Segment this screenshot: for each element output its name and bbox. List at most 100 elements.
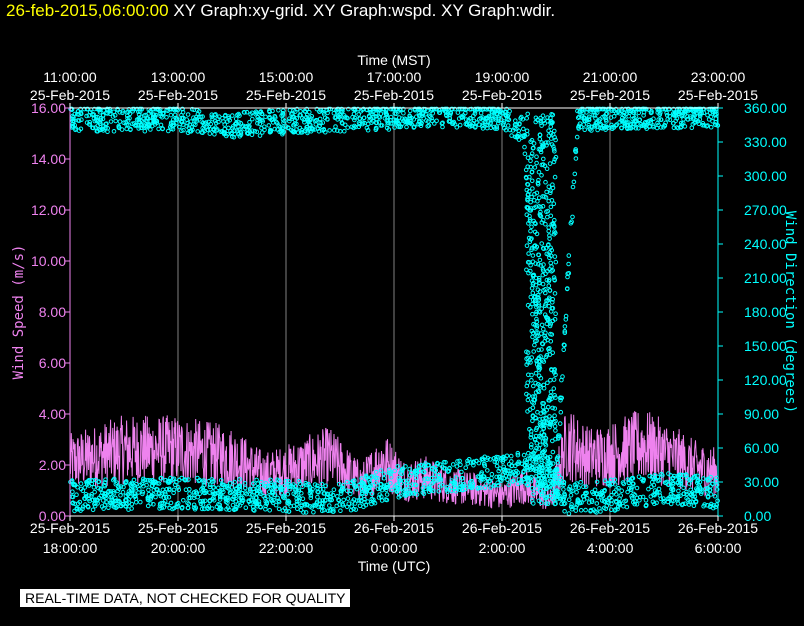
wdir-point [511, 478, 516, 484]
wdir-point [111, 129, 117, 134]
wdir-point [640, 494, 646, 500]
wdir-point [682, 501, 688, 507]
wdir-point [136, 117, 142, 123]
wdir-point [562, 328, 568, 334]
wdir-point [531, 349, 537, 354]
wdir-point [531, 321, 536, 327]
wdir-point [527, 407, 533, 412]
wdir-point [209, 506, 215, 511]
wdir-point [570, 184, 576, 190]
wdir-point [450, 462, 456, 467]
wdir-point [478, 485, 483, 491]
wdir-point [528, 228, 533, 234]
wdir-point [631, 481, 636, 487]
wdir-point [552, 469, 558, 474]
wdir-point [681, 110, 686, 116]
wdir-point [534, 358, 539, 364]
wdir-point [116, 498, 122, 504]
wdir-point [430, 118, 435, 124]
wdir-point [351, 506, 356, 512]
wdir-point [708, 501, 714, 507]
wdir-point [383, 110, 389, 115]
wdir-point [691, 475, 696, 480]
wdir-point [179, 119, 185, 125]
wdir-point [323, 129, 328, 135]
wdir-point [552, 413, 557, 419]
wdir-point [527, 217, 533, 222]
wdir-point [361, 504, 366, 510]
wdir-point [611, 125, 617, 130]
wdir-point [545, 501, 551, 507]
wdir-point [404, 487, 409, 493]
wdir-point [516, 137, 522, 142]
wdir-point [167, 486, 172, 492]
wdir-point [573, 147, 579, 152]
wdir-point [550, 120, 555, 125]
wdir-point [294, 499, 300, 504]
wdir-point [559, 377, 564, 383]
wdir-point [619, 125, 624, 131]
wdir-point [627, 125, 633, 131]
wdir-point [130, 481, 135, 487]
wdir-point [513, 118, 518, 123]
wdir-point [525, 302, 531, 308]
wdir-point [525, 132, 530, 137]
wdir-point [630, 475, 636, 481]
wdir-point [269, 493, 274, 498]
wdir-point [92, 489, 97, 495]
wdir-point [689, 499, 694, 505]
wdir-point [137, 486, 142, 492]
wdir-point [503, 112, 508, 118]
wdir-point [308, 495, 314, 501]
wdir-point [671, 125, 677, 131]
wdir-point [357, 122, 362, 127]
wdir-point [238, 130, 244, 136]
wdir-point [670, 480, 676, 486]
wdir-point [553, 491, 559, 496]
wdir-point [494, 454, 499, 460]
wdir-point [637, 495, 643, 500]
wdir-point [420, 469, 426, 475]
wdir-point [429, 108, 434, 113]
wdir-point [613, 507, 618, 512]
wdir-point [383, 497, 388, 502]
wdir-point [615, 504, 621, 509]
wdir-point [200, 502, 206, 507]
wdir-point [534, 325, 540, 330]
wdir-point [393, 106, 399, 112]
wdir-point [136, 109, 141, 114]
wdir-point [152, 114, 158, 120]
wdir-point [553, 418, 558, 424]
wdir-point [670, 493, 675, 498]
wdir-point [361, 115, 367, 121]
wdir-point [218, 478, 224, 483]
wdir-point [666, 471, 671, 476]
wdir-point [226, 114, 231, 119]
wdir-point [198, 114, 204, 120]
wdir-point [232, 479, 237, 485]
wdir-point [534, 446, 539, 451]
wdir-point [671, 498, 676, 504]
wdir-point [257, 133, 263, 138]
wdir-point [430, 465, 435, 471]
wdir-point [552, 217, 557, 223]
wdir-point [530, 334, 535, 340]
wdir-point [536, 177, 541, 183]
wdir-point [543, 335, 549, 341]
wdir-point [362, 497, 367, 502]
wdir-point [392, 468, 398, 474]
wdir-point [586, 122, 592, 128]
wdir-point [365, 127, 371, 133]
wdir-point [68, 106, 73, 112]
wdir-point [550, 405, 555, 411]
wdir-point [267, 508, 273, 513]
top-tick-date: 25-Feb-2015 [138, 87, 218, 103]
wdir-point [294, 106, 300, 112]
wdir-point [314, 106, 320, 112]
wdir-point [428, 486, 433, 492]
wdir-point [553, 137, 558, 143]
wdir-point [356, 124, 362, 130]
wdir-point [361, 106, 366, 112]
wdir-point [292, 486, 298, 492]
bottom-tick-date: 26-Feb-2015 [354, 520, 434, 536]
